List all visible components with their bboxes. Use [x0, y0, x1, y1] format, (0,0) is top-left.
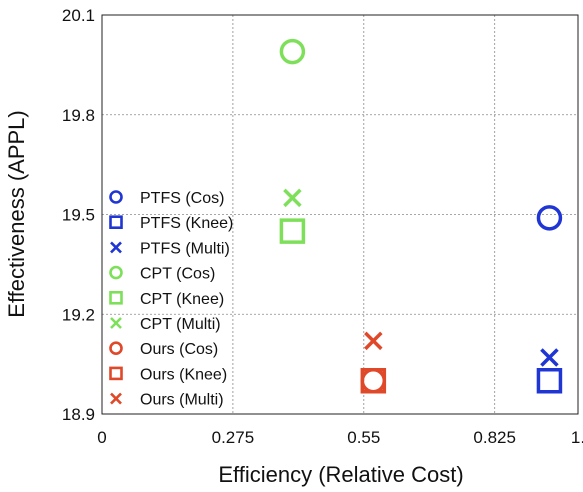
y-tick-label: 19.5: [62, 206, 95, 225]
legend-marker-cpt-multi: [110, 317, 122, 329]
legend-label-cpt-knee: CPT (Knee): [140, 291, 224, 308]
legend-label-ptfs-cos: PTFS (Cos): [140, 190, 224, 207]
x-tick-label: 1.: [571, 428, 583, 447]
x-tick-label: 0.275: [212, 428, 255, 447]
grid-lines: [102, 15, 578, 414]
y-tick-label: 20.1: [62, 6, 95, 25]
data-point-cpt-knee: [279, 218, 306, 244]
x-axis-ticks: 0 0.275 0.55 0.825 1.: [97, 428, 583, 447]
data-points: [279, 38, 563, 394]
legend-marker-cpt-cos: [109, 265, 123, 280]
legend-label-cpt-multi: CPT (Multi): [140, 316, 221, 333]
y-tick-label: 19.2: [62, 305, 95, 324]
marker-stroke: [110, 392, 122, 405]
legend-label-ptfs-knee: PTFS (Knee): [140, 215, 233, 232]
marker-stroke: [110, 241, 122, 254]
marker-stroke: [110, 317, 122, 329]
data-point-ptfs-multi: [540, 348, 559, 367]
x-axis-title: Efficiency (Relative Cost): [218, 462, 463, 487]
legend-label-ptfs-multi: PTFS (Multi): [140, 240, 230, 257]
y-tick-label: 18.9: [62, 405, 95, 424]
plot-frame: [101, 14, 579, 415]
legend-label-cpt-cos: CPT (Cos): [140, 266, 215, 283]
legend-label-ours-cos: Ours (Cos): [140, 341, 218, 358]
data-point-ours-knee: [360, 368, 387, 394]
data-point-ptfs-knee: [536, 368, 563, 394]
plot-border: [101, 14, 579, 415]
legend-marker-ptfs-cos: [109, 190, 123, 204]
legend-label-ours-multi: Ours (Multi): [140, 392, 224, 409]
data-point-ptfs-cos: [536, 205, 563, 231]
data-point-cpt-cos: [279, 38, 306, 65]
legend-marker-ours-cos: [109, 341, 123, 356]
data-point-ours-cos: [360, 368, 387, 394]
data-point-cpt-multi: [283, 188, 302, 208]
y-axis-ticks: 18.9 19.2 19.5 19.8 20.1: [62, 6, 95, 424]
legend-label-ours-knee: Ours (Knee): [140, 366, 227, 383]
legend: PTFS (Cos) PTFS (Knee) PTFS (Multi) CPT (Co…: [109, 190, 233, 409]
marker-stroke: [283, 188, 302, 208]
legend-marker-ours-multi: [110, 392, 122, 405]
marker-stroke: [364, 331, 383, 351]
x-tick-label: 0: [97, 428, 106, 447]
marker-stroke: [540, 348, 559, 367]
data-point-ours-multi: [364, 331, 383, 351]
x-tick-label: 0.55: [347, 428, 380, 447]
x-tick-label: 0.825: [473, 428, 516, 447]
legend-marker-cpt-knee: [109, 290, 123, 305]
legend-marker-ptfs-multi: [110, 241, 122, 254]
legend-marker-ptfs-knee: [109, 215, 123, 229]
y-tick-label: 19.8: [62, 106, 95, 125]
y-axis-title: Effectiveness (APPL): [4, 110, 29, 317]
legend-marker-ours-knee: [109, 366, 123, 381]
